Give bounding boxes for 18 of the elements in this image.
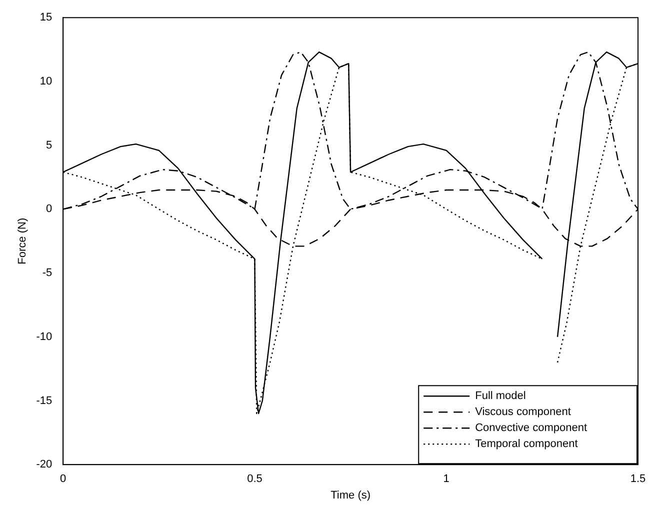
- legend-label: Viscous component: [475, 406, 571, 418]
- legend-label: Temporal component: [475, 438, 578, 450]
- y-tick-label: -20: [36, 458, 52, 471]
- y-axis-title: Force (N): [16, 218, 29, 264]
- y-tick-label: 5: [46, 139, 52, 152]
- x-tick-label: 1: [443, 473, 450, 486]
- y-tick-label: -5: [42, 267, 52, 280]
- y-tick-label: 0: [46, 203, 52, 216]
- y-tick-label: 10: [40, 75, 52, 88]
- y-tick-label: -15: [36, 394, 52, 407]
- y-tick-label: -10: [36, 330, 52, 343]
- legend-label: Convective component: [475, 422, 588, 434]
- x-axis-title: Time (s): [330, 489, 371, 502]
- x-tick-label: 1.5: [630, 473, 646, 486]
- y-tick-label: 15: [40, 12, 52, 24]
- x-tick-label: 0.5: [247, 473, 262, 486]
- legend-label: Full model: [475, 390, 526, 402]
- x-tick-label: 0: [60, 473, 66, 486]
